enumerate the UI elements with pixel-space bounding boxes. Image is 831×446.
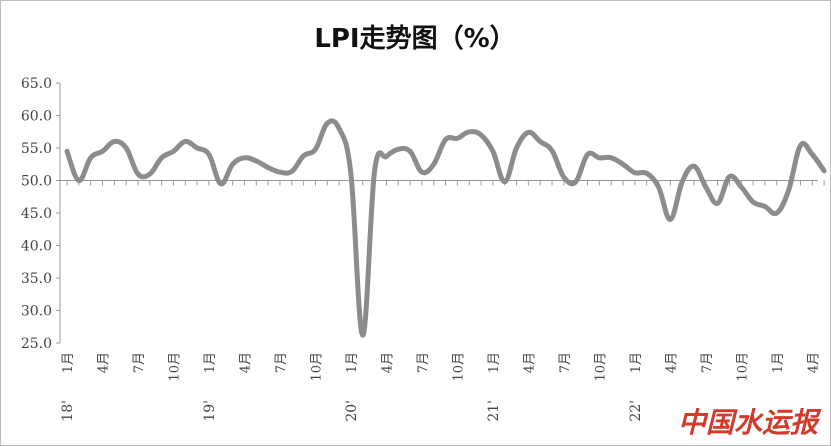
x-year-label: 22' <box>628 400 644 422</box>
y-tick-label: 30.0 <box>21 304 52 320</box>
x-axis: 1月 4月 7月 10月 1月 4月 7月 10月 1月 4月 7月 10月 1月 4月 7月 10月 1月 4月… <box>60 352 821 422</box>
x-tick-label: 4月 <box>664 352 679 373</box>
y-axis: 65.0 60.0 55.0 50.0 45.0 40.0 35.0 30.0 25.0 <box>21 76 61 352</box>
x-tick-label: 7月 <box>274 352 289 373</box>
x-tick-label: 1月 <box>771 352 786 373</box>
y-tick-label: 45.0 <box>21 206 52 222</box>
x-year-label: 20' <box>344 400 360 422</box>
x-year-label: 19' <box>202 400 218 422</box>
x-tick-label: 1月 <box>203 352 218 373</box>
y-tick-label: 25.0 <box>21 336 52 352</box>
series-group <box>64 118 827 338</box>
chart-title: LPI走势图（%） <box>314 24 515 54</box>
x-tick-label: 10月 <box>309 352 324 382</box>
x-tick-label: 1月 <box>61 352 76 373</box>
y-tick-label: 60.0 <box>21 109 52 125</box>
y-tick-label: 55.0 <box>21 141 52 157</box>
x-tick-label: 4月 <box>522 352 537 373</box>
y-tick-label: 65.0 <box>21 76 52 92</box>
x-tick-label: 10月 <box>167 352 182 382</box>
series-line <box>64 118 827 338</box>
x-tick-label: 10月 <box>451 352 466 382</box>
baseline-axis <box>60 180 825 186</box>
y-tick-label: 40.0 <box>21 239 52 255</box>
x-tick-label: 7月 <box>416 352 431 373</box>
x-tick-label: 7月 <box>558 352 573 373</box>
x-year-label: 21' <box>486 400 502 422</box>
x-tick-label: 4月 <box>380 352 395 373</box>
x-year-label: 18' <box>60 400 76 422</box>
x-tick-label: 4月 <box>238 352 253 373</box>
x-tick-label: 1月 <box>345 352 360 373</box>
x-tick-label: 4月 <box>96 352 111 373</box>
x-tick-label: 1月 <box>629 352 644 373</box>
y-tick-label: 35.0 <box>21 271 52 287</box>
x-tick-label: 4月 <box>806 352 821 373</box>
x-tick-label: 10月 <box>593 352 608 382</box>
x-tick-label: 7月 <box>700 352 715 373</box>
x-tick-label: 10月 <box>735 352 750 382</box>
y-tick-label: 50.0 <box>21 174 52 190</box>
watermark-logo: 中国水运报 <box>678 406 822 439</box>
x-tick-label: 1月 <box>487 352 502 373</box>
x-tick-label: 7月 <box>132 352 147 373</box>
